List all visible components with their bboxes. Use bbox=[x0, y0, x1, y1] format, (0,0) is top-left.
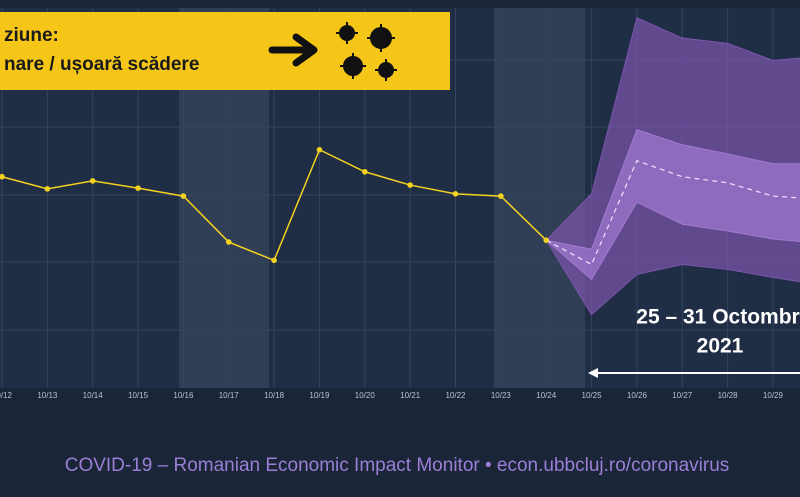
x-tick-label: 10/16 bbox=[173, 391, 194, 400]
x-tick-label: 10/14 bbox=[83, 391, 104, 400]
data-point bbox=[135, 185, 141, 191]
x-tick-label: 10/20 bbox=[355, 391, 376, 400]
x-tick-label: 10/15 bbox=[128, 391, 149, 400]
arrow-icon bbox=[268, 33, 318, 67]
data-point bbox=[407, 182, 413, 188]
data-point bbox=[543, 237, 549, 243]
forecast-band bbox=[544, 128, 800, 281]
x-tick-label: 10/29 bbox=[763, 391, 784, 400]
x-tick-label: 10/24 bbox=[536, 391, 557, 400]
x-tick-label: 10/23 bbox=[491, 391, 512, 400]
data-point bbox=[225, 239, 232, 245]
x-tick-label: 10/17 bbox=[219, 391, 240, 400]
data-point bbox=[89, 178, 96, 184]
weekend-shade bbox=[494, 8, 585, 388]
x-tick-label: 10/26 bbox=[627, 391, 648, 400]
x-tick-label: 10/18 bbox=[264, 391, 285, 400]
annotation: 25 – 31 Octombr bbox=[636, 306, 799, 329]
data-point bbox=[44, 186, 51, 192]
x-tick-label: 10/22 bbox=[445, 391, 466, 400]
data-point bbox=[0, 173, 5, 180]
data-point bbox=[498, 193, 504, 199]
banner bbox=[0, 12, 450, 90]
footer: COVID-19 – Romanian Economic Impact Moni… bbox=[65, 455, 730, 476]
x-tick-label: 10/25 bbox=[582, 391, 603, 400]
virus-icons bbox=[336, 22, 397, 81]
x-ticks: 10/12 10/13 10/14 10/15 10/16 10/17 10/18 10/19… bbox=[0, 391, 784, 400]
banner-line: nare / ușoară scădere bbox=[4, 54, 199, 75]
x-tick-label: 10/21 bbox=[400, 391, 421, 400]
data-point bbox=[316, 146, 323, 153]
data-point bbox=[362, 168, 368, 175]
data-point bbox=[180, 193, 187, 199]
range-arrow bbox=[588, 368, 800, 378]
x-tick-label: 10/28 bbox=[718, 391, 739, 400]
x-tick-label: 10/13 bbox=[37, 391, 58, 400]
data-point bbox=[452, 191, 459, 197]
annotation: 2021 bbox=[697, 335, 744, 358]
x-tick-label: 10/27 bbox=[672, 391, 693, 400]
x-tick-label: 10/12 bbox=[0, 391, 13, 400]
marks bbox=[0, 17, 800, 316]
x-tick-label: 10/19 bbox=[309, 391, 330, 400]
data-point bbox=[271, 257, 277, 264]
banner-line: ziune: bbox=[4, 25, 59, 46]
